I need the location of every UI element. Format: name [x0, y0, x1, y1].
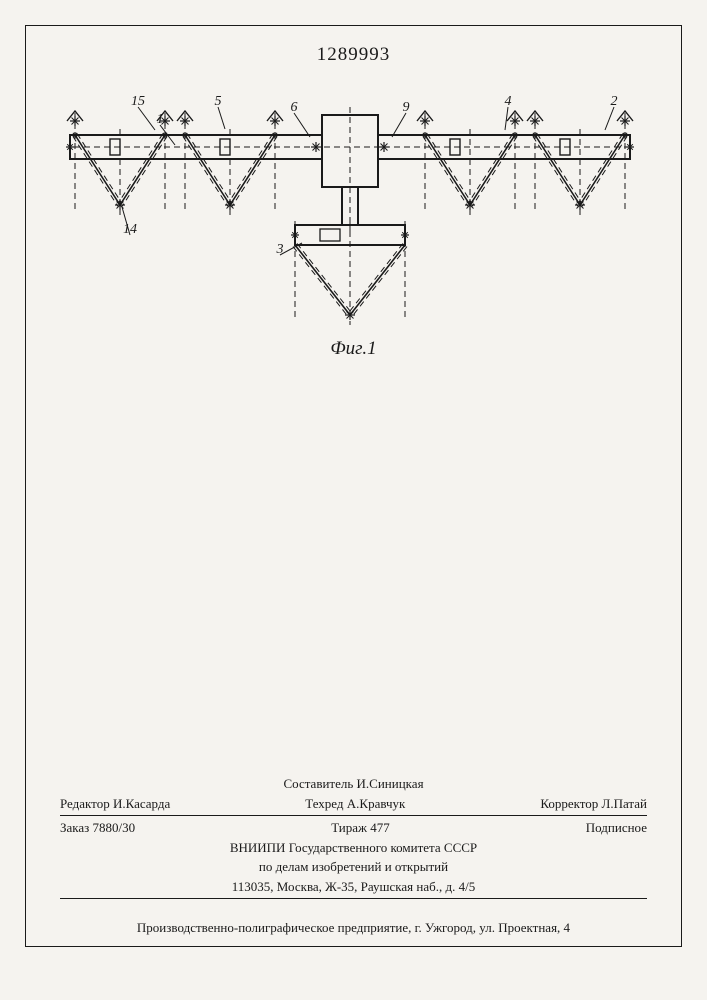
editor-credit: Редактор И.Касарда: [60, 795, 170, 813]
svg-text:5: 5: [215, 95, 222, 109]
org-line-3: 113035, Москва, Ж-35, Раушская наб., д. …: [60, 878, 647, 896]
figure-svg: 15156942143: [60, 95, 640, 345]
svg-text:3: 3: [276, 242, 284, 257]
org-line-2: по делам изобретений и открытий: [60, 858, 647, 876]
rule-1: [60, 815, 647, 816]
order-row: Заказ 7880/30 Тираж 477 Подписное: [60, 819, 647, 837]
figure-caption: Фиг.1: [0, 338, 707, 360]
svg-text:9: 9: [403, 100, 410, 115]
footer-line: Производственно-полиграфическое предприя…: [45, 920, 662, 936]
svg-text:15: 15: [131, 95, 145, 109]
figure-1: 15156942143: [60, 95, 640, 345]
svg-text:2: 2: [611, 95, 618, 109]
rule-2: [60, 898, 647, 899]
compiler-line: Составитель И.Синицкая: [60, 775, 647, 793]
proof-credit: Корректор Л.Патай: [540, 795, 647, 813]
svg-text:1: 1: [157, 112, 164, 127]
svg-text:4: 4: [505, 95, 512, 109]
order-number: Заказ 7880/30: [60, 819, 135, 837]
org-line-1: ВНИИПИ Государственного комитета СССР: [60, 839, 647, 857]
tech-credit: Техред А.Кравчук: [305, 795, 405, 813]
subscription: Подписное: [586, 819, 647, 837]
svg-text:14: 14: [123, 222, 137, 237]
tirage: Тираж 477: [331, 819, 390, 837]
svg-text:6: 6: [291, 100, 298, 115]
credits-row: Редактор И.Касарда Техред А.Кравчук Корр…: [60, 795, 647, 813]
patent-number: 1289993: [0, 44, 707, 66]
colophon-block: Составитель И.Синицкая Редактор И.Касард…: [60, 775, 647, 902]
